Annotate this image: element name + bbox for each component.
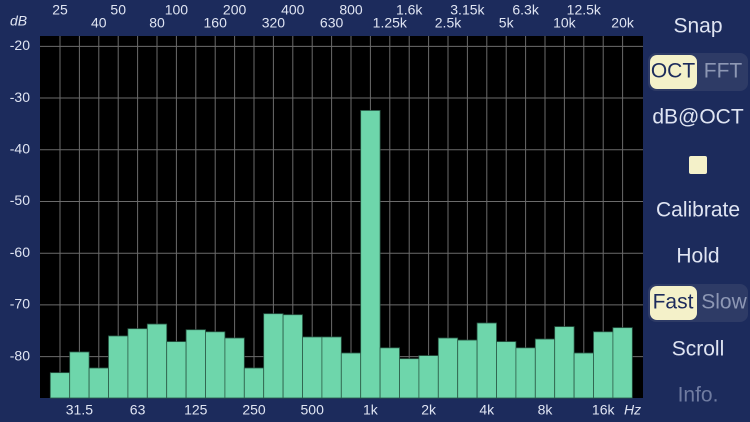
y-axis-label: dB (10, 13, 27, 29)
x-tick-label: 5k (499, 15, 515, 31)
info-button[interactable]: Info. (678, 384, 719, 407)
x-tick-label: 1.6k (396, 2, 423, 18)
y-tick-label: -80 (10, 347, 30, 363)
y-tick-label: -60 (10, 244, 30, 260)
bar (360, 110, 381, 399)
mode-fft[interactable]: FFT (704, 60, 743, 83)
bar (379, 347, 400, 399)
x-tick-label: 1k (363, 402, 379, 418)
bar (146, 323, 168, 399)
bar (515, 347, 536, 399)
x-tick-label: 100 (165, 2, 189, 18)
x-tick-label: 40 (91, 15, 107, 31)
bar (496, 341, 517, 399)
bar (457, 339, 478, 399)
x-tick-label: 25 (52, 2, 68, 18)
x-tick-label: 10k (553, 15, 577, 31)
bar (399, 358, 420, 399)
x-tick-label: 630 (320, 15, 344, 31)
bar (534, 338, 556, 399)
bar (127, 328, 148, 399)
bar (321, 336, 342, 399)
speed-fast[interactable]: Fast (653, 291, 694, 314)
x-tick-label: 63 (130, 402, 146, 418)
x-tick-label: 12.5k (567, 2, 602, 18)
bar (243, 367, 265, 399)
x-tick-label: 50 (110, 2, 126, 18)
speed-selected (650, 286, 697, 320)
bar (263, 313, 284, 399)
x-tick-label: 320 (262, 15, 286, 31)
weighting-button[interactable]: dB@OCT (652, 106, 744, 129)
x-tick-label: 6.3k (512, 2, 539, 18)
x-tick-label: 1.25k (373, 15, 408, 31)
x-tick-label: 2.5k (435, 15, 462, 31)
x-tick-label: 16k (592, 402, 616, 418)
bar (437, 337, 459, 399)
mode-selected (650, 55, 697, 89)
snap-button[interactable]: Snap (673, 15, 722, 38)
bar (108, 335, 129, 399)
x-tick-label: 250 (242, 402, 266, 418)
x-tick-label: 80 (149, 15, 165, 31)
scroll-button[interactable]: Scroll (672, 338, 725, 361)
y-tick-label: -70 (10, 296, 30, 312)
y-tick-label: -40 (10, 140, 30, 156)
x-tick-label: 160 (204, 15, 228, 31)
x-tick-label: 500 (301, 402, 325, 418)
bar (88, 367, 109, 399)
bar (166, 341, 187, 399)
bar (49, 372, 71, 399)
bar (340, 352, 362, 399)
x-tick-label: 4k (479, 402, 495, 418)
bar (612, 327, 633, 399)
checkbox[interactable] (689, 156, 707, 174)
x-tick-label: 800 (339, 2, 363, 18)
x-tick-label: 3.15k (450, 2, 485, 18)
y-tick-label: -50 (10, 192, 30, 208)
bar (476, 322, 497, 399)
x-axis-label: Hz (624, 402, 641, 418)
bar (418, 355, 439, 399)
y-tick-label: -20 (10, 37, 30, 53)
x-tick-label: 31.5 (66, 402, 93, 418)
bar (554, 326, 575, 399)
x-tick-label: 400 (281, 2, 305, 18)
x-tick-label: 200 (223, 2, 247, 18)
x-tick-label: 8k (538, 402, 554, 418)
x-tick-label: 2k (421, 402, 437, 418)
calibrate-button[interactable]: Calibrate (656, 199, 740, 222)
bar (205, 331, 226, 399)
bar (302, 336, 323, 399)
x-tick-label: 125 (184, 402, 208, 418)
bar (69, 351, 90, 399)
hold-button[interactable]: Hold (676, 245, 719, 268)
bar (593, 331, 614, 399)
y-tick-label: -30 (10, 89, 30, 105)
mode-oct[interactable]: OCT (651, 60, 696, 83)
bar (573, 352, 594, 399)
speed-slow[interactable]: Slow (701, 291, 747, 314)
x-tick-label: 20k (611, 15, 635, 31)
bar (282, 314, 303, 399)
bar (185, 329, 206, 399)
bar (224, 337, 245, 399)
